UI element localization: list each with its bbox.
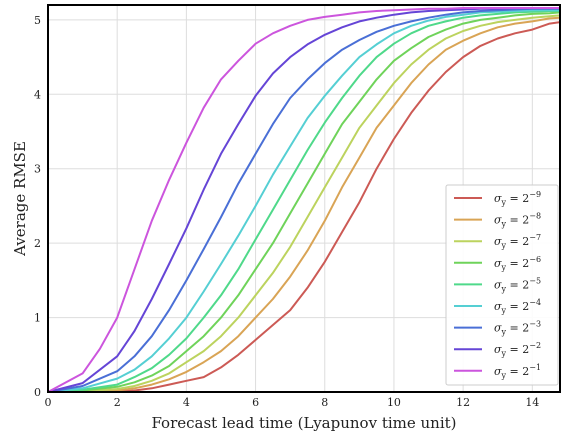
legend-box <box>445 184 559 386</box>
series-line-3 <box>47 14 561 393</box>
series-line-5 <box>47 10 560 393</box>
legend-entry: σy = 2−8 <box>494 212 541 229</box>
x-tick-label: 6 <box>252 396 259 409</box>
legend-entry: σy = 2−3 <box>494 320 541 337</box>
legend-entry: σy = 2−7 <box>494 233 541 250</box>
x-tick-label: 14 <box>525 396 539 409</box>
series-line-4 <box>47 11 561 393</box>
legend-entry: σy = 2−5 <box>494 276 541 293</box>
legend-entry: σy = 2−6 <box>494 255 541 272</box>
x-tick-label: 4 <box>183 396 190 409</box>
legend-entry: σy = 2−1 <box>494 363 541 380</box>
y-tick-label: 2 <box>34 237 41 250</box>
series-line-7 <box>47 7 560 393</box>
x-tick-label: 12 <box>456 396 470 409</box>
y-tick-label: 4 <box>34 88 41 101</box>
x-tick-label: 8 <box>321 396 328 409</box>
plot-frame <box>47 4 561 393</box>
x-tick-label: 2 <box>114 396 121 409</box>
y-axis-label: Average RMSE <box>11 141 29 257</box>
series-line-2 <box>47 16 561 393</box>
y-tick-label: 0 <box>34 386 41 399</box>
series-line-6 <box>47 9 560 393</box>
grid-lines <box>47 5 560 393</box>
series-lines <box>47 7 561 393</box>
y-tick-label: 1 <box>34 312 41 325</box>
legend-entry: σy = 2−4 <box>494 298 541 315</box>
series-line-1 <box>48 21 561 393</box>
legend-entry: σy = 2−2 <box>494 341 541 358</box>
series-line-9 <box>47 7 560 393</box>
legend: σy = 2−9 σy = 2−8 σy = 2−7 σy = 2−6 σy = 2−5… <box>445 184 559 386</box>
y-tick-label: 5 <box>34 14 41 27</box>
x-axis-label: Forecast lead time (Lyapunov time unit) <box>151 414 456 432</box>
x-tick-label: 0 <box>45 396 52 409</box>
x-tick-label: 10 <box>387 396 401 409</box>
y-tick-label: 3 <box>34 163 41 176</box>
legend-entry: σy = 2−9 <box>494 190 541 207</box>
